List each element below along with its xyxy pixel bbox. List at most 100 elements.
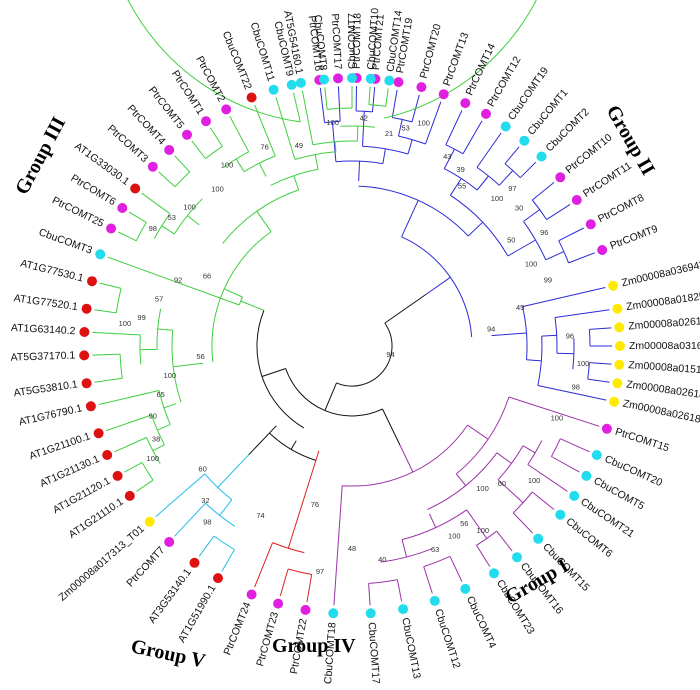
leaf-marker [301, 605, 311, 615]
node-stem [426, 277, 451, 294]
leaf-branch [446, 110, 462, 144]
leaf-marker [125, 491, 135, 501]
node-stem [294, 176, 299, 190]
node-stem [162, 226, 175, 234]
leaf-label: AT1G76790.1 [18, 402, 84, 428]
leaf-label: PtrCOMT10 [563, 132, 614, 177]
bootstrap-value: 96 [540, 228, 548, 237]
branch-line [524, 210, 540, 222]
leaf-label: AT1G77530.1 [19, 257, 85, 284]
bootstrap-value: 100 [147, 454, 160, 463]
leaf-marker [79, 327, 89, 337]
bootstrap-value: 53 [402, 124, 410, 133]
branch-line [499, 171, 513, 186]
branch-line [156, 474, 205, 517]
leaf-branch [118, 232, 136, 241]
leaf-marker [221, 104, 231, 114]
leaf-branch [159, 172, 175, 187]
leaf-marker [347, 73, 357, 83]
leaf-marker [460, 584, 470, 594]
bootstrap-value: 32 [201, 496, 209, 505]
branch-line [115, 438, 147, 452]
leaf-marker [95, 249, 105, 259]
leaf-branch [125, 462, 143, 472]
bootstrap-value: 43 [443, 152, 451, 161]
node-stem [517, 240, 536, 251]
leaf-marker [82, 378, 92, 388]
leaf-branch [588, 379, 610, 382]
leaf-marker [366, 608, 376, 618]
leaf-marker [614, 360, 624, 370]
leaf-label: Zm00008a031634_T01 [629, 340, 700, 352]
leaf-branch [325, 87, 327, 109]
bootstrap-value: 45 [516, 303, 524, 312]
bootstrap-value: 100 [525, 259, 538, 268]
leaf-marker [148, 162, 158, 172]
leaf-label: CbuCOMT12 [432, 607, 463, 670]
leaf-marker [287, 80, 297, 90]
leaf-marker [213, 573, 223, 583]
branch-line [302, 91, 313, 145]
leaf-branch [532, 182, 554, 200]
group-label-i: Group I [502, 555, 573, 609]
bootstrap-value: 53 [168, 213, 176, 222]
leaf-marker [113, 471, 123, 481]
node-arc [337, 323, 393, 386]
clade-arc [206, 146, 223, 158]
node-stem [430, 514, 436, 528]
clade-arc [175, 172, 190, 187]
leaf-label: PtrCOMT17 [329, 13, 344, 70]
leaf-marker [581, 471, 591, 481]
leaf-label: AT3G53140.1 [146, 566, 194, 625]
leaf-marker [130, 184, 140, 194]
leaf-marker [328, 608, 338, 618]
branch-line [546, 252, 564, 260]
leaf-label: Zm00008a036943_T01 [621, 253, 700, 289]
leaf-branch [373, 87, 375, 112]
branch-line [385, 295, 426, 324]
leaf-branch [175, 156, 190, 172]
leaf-branch [129, 212, 146, 222]
branch-line [383, 409, 400, 445]
node-stem [497, 453, 512, 464]
bootstrap-value: 21 [385, 129, 393, 138]
node-arc [257, 310, 304, 428]
bootstrap-value: 55 [458, 182, 466, 191]
node-stem [383, 149, 386, 164]
leaf-branch [95, 378, 123, 382]
bootstrap-value: 38 [152, 435, 160, 444]
leaf-label: PtrCOMT11 [581, 160, 634, 200]
clade-arc [551, 439, 560, 457]
bootstrap-value: 100 [183, 203, 196, 212]
clade-arc [120, 354, 122, 378]
leaf-marker [416, 82, 426, 92]
leaf-branch [386, 89, 389, 107]
bootstrap-value: 100 [528, 476, 541, 485]
leaf-label: PtrCOMT13 [441, 31, 471, 88]
bootstrap-value: 100 [221, 160, 234, 169]
leaf-marker [145, 517, 155, 527]
bootstrap-value: 74 [256, 511, 264, 520]
bootstrap-value: 90 [149, 412, 157, 421]
bootstrap-value: 66 [203, 271, 211, 280]
leaf-branch [392, 90, 397, 118]
node-stem [542, 335, 557, 336]
clade-arc [214, 536, 235, 549]
node-stem [220, 500, 232, 516]
branch-line [555, 310, 610, 318]
bootstrap-value: 60 [498, 479, 506, 488]
leaf-marker [609, 397, 619, 407]
leaf-marker [394, 77, 404, 87]
bootstrap-value: 100 [326, 118, 339, 127]
bootstrap-value: 98 [203, 518, 211, 527]
leaf-marker [164, 537, 174, 547]
leaf-marker [481, 109, 491, 119]
leaf-marker [269, 85, 279, 95]
node-stem [262, 369, 286, 377]
branch-line [276, 97, 295, 159]
bootstrap-value: 100 [577, 359, 590, 368]
bootstrap-value: 76 [260, 143, 268, 152]
branch-line [294, 93, 301, 122]
leaf-marker [501, 122, 511, 132]
